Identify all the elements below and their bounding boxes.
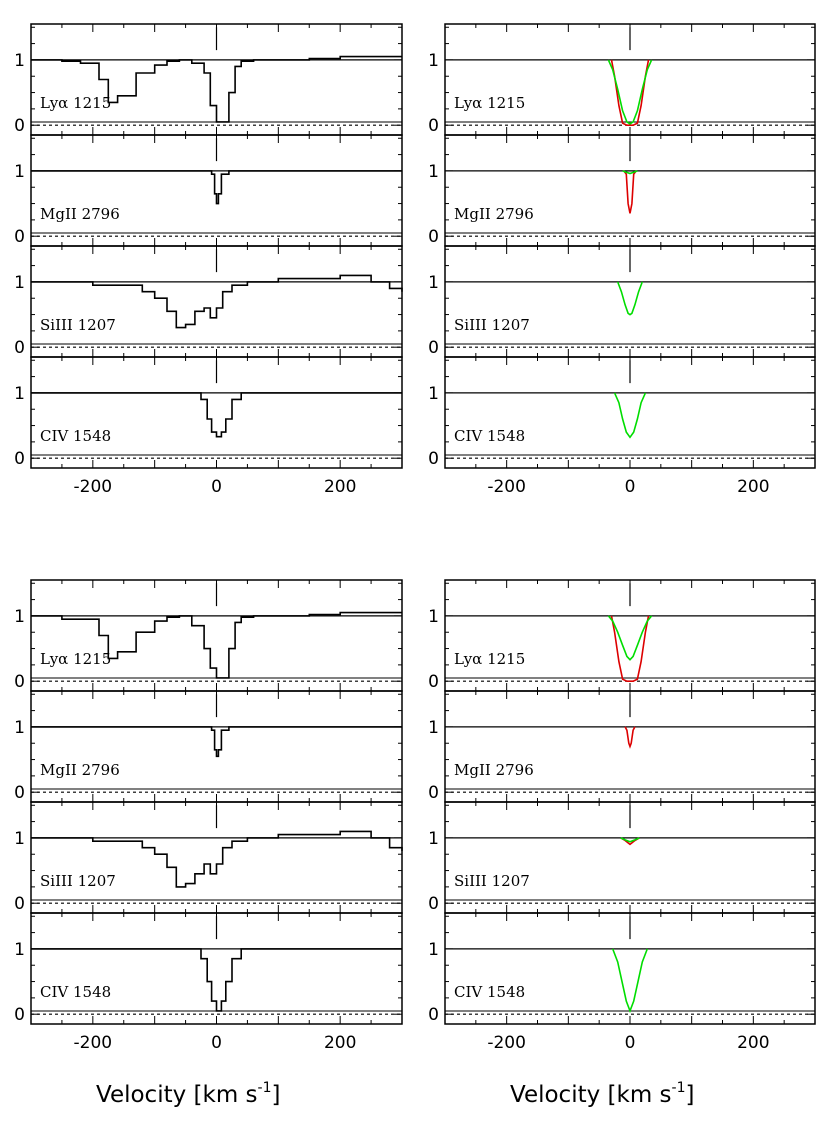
x-axis-label-right: Velocity [km s-1] (510, 1080, 694, 1108)
y-tick-label: 1 (428, 162, 439, 182)
y-tick-label: 1 (428, 607, 439, 627)
x-tick-label: -200 (74, 477, 113, 497)
model-profile-green (622, 170, 638, 175)
model-profile-red (610, 59, 650, 126)
y-tick-label: 1 (428, 718, 439, 738)
panel-left-2-4: 0 1 CIV 1548 -200 0 200 (14, 912, 403, 1053)
panel-left-2-1: 0 1 Lyα 1215 (14, 579, 403, 692)
y-tick-label: 0 (428, 783, 439, 803)
panel-left-1-2: 0 1 MgII 2796 (14, 134, 403, 247)
model-profile-green (611, 948, 649, 1014)
y-tick-label: 0 (428, 227, 439, 247)
y-tick-label: 1 (428, 51, 439, 71)
model-profile-green (613, 392, 647, 439)
x-tick-label: 200 (737, 1033, 769, 1053)
transition-label: SiIII 1207 (40, 872, 116, 890)
transition-label: CIV 1548 (454, 983, 525, 1001)
model-profile-red (624, 726, 636, 749)
y-tick-label: 0 (428, 338, 439, 358)
x-tick-label: 200 (324, 477, 356, 497)
x-tick-label: 200 (737, 477, 769, 497)
transition-label: Lyα 1215 (454, 94, 525, 112)
panel-left-1-4: 0 1 CIV 1548 -200 0 200 (14, 356, 403, 497)
transition-label: Lyα 1215 (454, 650, 525, 668)
transition-label: CIV 1548 (40, 427, 111, 445)
observed-spectrum (31, 274, 403, 329)
observed-spectrum (31, 948, 402, 1012)
observed-spectrum (31, 611, 402, 679)
x-tick-label: -200 (487, 477, 526, 497)
model-profile-red (610, 615, 650, 682)
transition-label: SiIII 1207 (454, 872, 530, 890)
transition-label: CIV 1548 (454, 427, 525, 445)
observed-spectrum (31, 830, 403, 888)
model-profile-green (607, 59, 653, 125)
panel-right-2-3: 0 1 SiIII 1207 (428, 801, 816, 914)
y-tick-label: 0 (14, 338, 25, 358)
panel-right-1-3: 0 1 SiIII 1207 (428, 245, 816, 358)
y-tick-label: 1 (14, 273, 25, 293)
y-tick-label: 0 (14, 783, 25, 803)
transition-label: Lyα 1215 (40, 94, 111, 112)
transition-label: MgII 2796 (40, 205, 120, 223)
transition-label: SiIII 1207 (454, 316, 530, 334)
y-tick-label: 1 (428, 940, 439, 960)
y-tick-label: 0 (14, 1005, 25, 1025)
panel-left-1-3: 0 1 SiIII 1207 (14, 245, 403, 358)
panel-right-2-4: 0 1 CIV 1548 -200 0 200 (428, 912, 816, 1053)
y-tick-label: 0 (428, 894, 439, 914)
transition-label: SiIII 1207 (40, 316, 116, 334)
x-axis-label-left: Velocity [km s-1] (96, 1080, 280, 1108)
y-tick-label: 0 (428, 449, 439, 469)
y-tick-label: 1 (14, 51, 25, 71)
panel-right-1-4: 0 1 CIV 1548 -200 0 200 (428, 356, 816, 497)
y-tick-label: 1 (14, 718, 25, 738)
x-tick-label: 0 (211, 1033, 222, 1053)
panel-left-2-3: 0 1 SiIII 1207 (14, 801, 403, 914)
panel-right-2-1: 0 1 Lyα 1215 (428, 579, 816, 692)
transition-label: MgII 2796 (454, 205, 534, 223)
panel-right-2-2: 0 1 MgII 2796 (428, 690, 816, 803)
observed-spectrum (31, 392, 402, 438)
x-tick-label: 0 (625, 1033, 636, 1053)
transition-label: MgII 2796 (40, 761, 120, 779)
observed-spectrum (31, 726, 402, 758)
y-tick-label: 0 (428, 672, 439, 692)
y-tick-label: 1 (14, 829, 25, 849)
model-profile-green (607, 615, 653, 661)
observed-spectrum (31, 55, 402, 123)
panel-group: 0 1 Lyα 1215 0 1 Lyα 1215 0 1 MgII 2796 0 1 MgII 27… (14, 23, 816, 1053)
transition-label: Lyα 1215 (40, 650, 111, 668)
observed-spectrum (31, 170, 402, 205)
y-tick-label: 1 (428, 273, 439, 293)
y-tick-label: 1 (14, 940, 25, 960)
panel-left-2-2: 0 1 MgII 2796 (14, 690, 403, 803)
y-tick-label: 1 (428, 829, 439, 849)
panel-right-1-1: 0 1 Lyα 1215 (428, 23, 816, 136)
model-profile-red (623, 170, 637, 214)
y-tick-label: 1 (14, 162, 25, 182)
x-tick-label: 0 (211, 477, 222, 497)
model-profile-green (620, 837, 640, 843)
y-tick-label: 0 (14, 227, 25, 247)
y-tick-label: 1 (14, 384, 25, 404)
y-tick-label: 0 (14, 672, 25, 692)
panel-left-1-1: 0 1 Lyα 1215 (14, 23, 403, 136)
transition-label: CIV 1548 (40, 983, 111, 1001)
y-tick-label: 0 (14, 449, 25, 469)
y-tick-label: 1 (428, 384, 439, 404)
x-tick-label: -200 (487, 1033, 526, 1053)
y-tick-label: 0 (428, 1005, 439, 1025)
x-tick-label: -200 (74, 1033, 113, 1053)
panel-right-1-2: 0 1 MgII 2796 (428, 134, 816, 247)
transition-label: MgII 2796 (454, 761, 534, 779)
y-tick-label: 0 (14, 116, 25, 136)
x-tick-label: 0 (625, 477, 636, 497)
model-profile-green (616, 281, 644, 316)
y-tick-label: 0 (428, 116, 439, 136)
y-tick-label: 1 (14, 607, 25, 627)
x-tick-label: 200 (324, 1033, 356, 1053)
y-tick-label: 0 (14, 894, 25, 914)
